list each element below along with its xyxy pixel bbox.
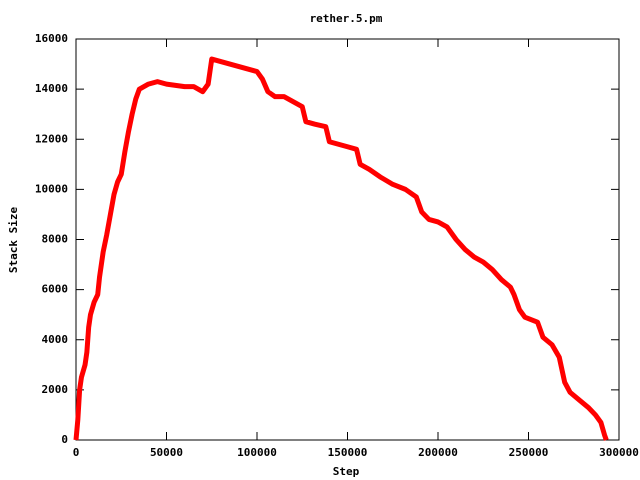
x-tick-label: 300000 xyxy=(599,446,639,459)
data-line xyxy=(73,56,609,441)
y-tick-label: 8000 xyxy=(42,233,69,246)
x-tick-label: 250000 xyxy=(509,446,549,459)
y-axis-label: Stack Size xyxy=(7,207,20,274)
x-tick-label: 100000 xyxy=(237,446,277,459)
x-tick-label: 50000 xyxy=(150,446,183,459)
y-tick-label: 10000 xyxy=(35,182,68,195)
x-tick-label: 200000 xyxy=(418,446,458,459)
y-tick-label: 12000 xyxy=(35,132,68,145)
y-tick-label: 14000 xyxy=(35,82,68,95)
x-tick-label: 0 xyxy=(73,446,80,459)
x-tick-label: 150000 xyxy=(328,446,368,459)
y-tick-label: 4000 xyxy=(42,333,69,346)
plot-border xyxy=(75,38,620,441)
y-tick-label: 6000 xyxy=(42,283,69,296)
chart-title: rether.5.pm xyxy=(310,12,383,25)
y-tick-label: 2000 xyxy=(42,383,69,396)
y-tick-label: 16000 xyxy=(35,32,68,45)
x-axis-label: Step xyxy=(333,465,360,478)
y-tick-label: 0 xyxy=(61,433,68,446)
